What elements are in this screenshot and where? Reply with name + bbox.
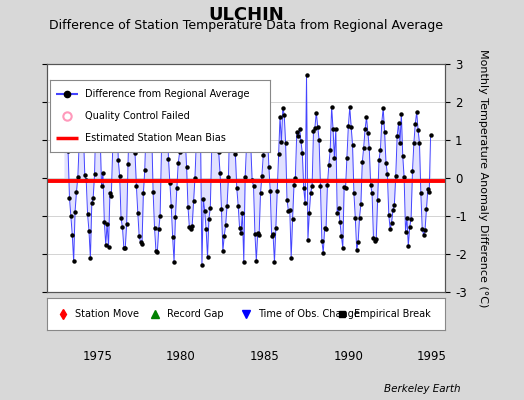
Text: ULCHIN: ULCHIN — [209, 6, 284, 24]
Text: 1980: 1980 — [166, 350, 196, 363]
Text: 1995: 1995 — [417, 350, 447, 363]
Text: Station Move: Station Move — [75, 309, 139, 319]
Text: Estimated Station Mean Bias: Estimated Station Mean Bias — [85, 133, 226, 143]
Text: 1985: 1985 — [250, 350, 280, 363]
Text: Difference from Regional Average: Difference from Regional Average — [85, 89, 249, 99]
Text: 1975: 1975 — [82, 350, 112, 363]
Text: Quality Control Failed: Quality Control Failed — [85, 111, 190, 121]
Text: 1990: 1990 — [333, 350, 363, 363]
Text: Difference of Station Temperature Data from Regional Average: Difference of Station Temperature Data f… — [49, 19, 443, 32]
Y-axis label: Monthly Temperature Anomaly Difference (°C): Monthly Temperature Anomaly Difference (… — [478, 49, 488, 307]
Text: Empirical Break: Empirical Break — [354, 309, 431, 319]
Text: Berkeley Earth: Berkeley Earth — [385, 384, 461, 394]
Text: Record Gap: Record Gap — [167, 309, 223, 319]
Text: Time of Obs. Change: Time of Obs. Change — [258, 309, 360, 319]
